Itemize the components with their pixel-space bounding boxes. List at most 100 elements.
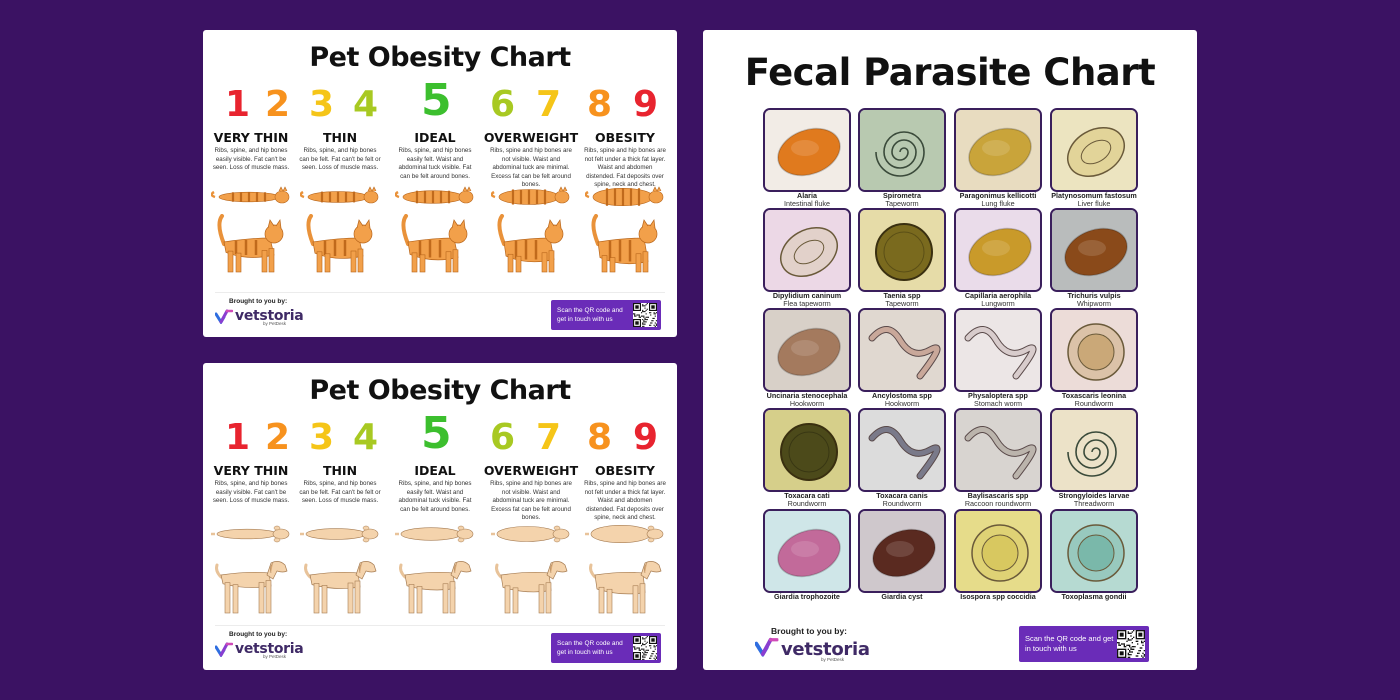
dog-side-view-3	[397, 559, 473, 620]
cat-top-view-5	[584, 182, 665, 217]
cat-side-view-icon	[591, 214, 658, 273]
dog-top-view-1	[209, 521, 291, 552]
parasite-type: Hookworm	[789, 399, 825, 408]
dog-top-view-icon	[583, 525, 664, 543]
parasite-type: Whipworm	[1077, 299, 1111, 308]
scale-number-1: 1	[225, 417, 251, 458]
toxacara-cati-image	[763, 408, 851, 492]
parasite-type: Intestinal fluke	[784, 199, 830, 208]
category-description: Ribs, spine, and hip bones easily felt. …	[398, 480, 472, 513]
parasite-name: Baylisascaris spp	[967, 491, 1029, 500]
dog-top-view-2	[298, 521, 380, 552]
parasite-name: Paragonimus kellicotti	[959, 191, 1037, 200]
baylisascaris-spp-image	[954, 408, 1042, 492]
category-description: Ribs, spine, and hip bones easily visibl…	[212, 147, 290, 171]
parasite-type: Flea tapeworm	[783, 299, 831, 308]
parasite-type: Tapeworm	[885, 199, 919, 208]
qr-code-icon	[633, 303, 657, 327]
dog-top-view-icon	[209, 525, 290, 543]
parasite-type: Raccoon roundworm	[964, 499, 1032, 508]
qr-code-icon	[1117, 630, 1145, 658]
parasite-name: Trichuris vulpis	[1067, 291, 1121, 300]
parasite-type: Roundworm	[1074, 399, 1114, 408]
scale-number-9: 9	[633, 417, 659, 458]
scale-number-7: 7	[536, 84, 562, 125]
cat-top-view-icon	[210, 186, 290, 204]
dog-side-view-icon	[215, 561, 288, 614]
brand-by-label: Brought to you by:	[229, 298, 288, 305]
scale-number-6: 6	[490, 84, 516, 125]
dog-side-view-1	[213, 559, 289, 620]
qr-contact-box[interactable]: Scan the QR code and get in touch with u…	[551, 633, 661, 663]
toxoplasma-gondii-image	[1050, 509, 1138, 593]
fecal-parasite-chart: Fecal Parasite Chart Alaria Intestinal fl…	[703, 30, 1197, 670]
platynosomum-fastosum-image	[1050, 108, 1138, 192]
qr-code-icon	[633, 636, 657, 660]
cat-top-view-icon	[490, 186, 570, 205]
brand-block: Brought to you by: vetstoria by PetDesk	[215, 298, 304, 326]
qr-contact-box[interactable]: Scan the QR code and get in touch with u…	[551, 300, 661, 330]
parasite-name: Toxoplasma gondii	[1061, 592, 1127, 601]
category-description: Ribs, spine, and hip bones easily felt. …	[398, 147, 472, 180]
giardia-cyst-image	[858, 509, 946, 593]
parasite-name: Dipylidium caninum	[772, 291, 842, 300]
brand-by-label: Brought to you by:	[229, 631, 288, 638]
dipylidium-caninum-image	[763, 208, 851, 292]
cat-top-view-icon	[299, 186, 379, 204]
dog-side-view-icon	[304, 561, 377, 614]
category-description: Ribs, spine, and hip bones can be felt. …	[299, 480, 381, 504]
category-label: THIN	[322, 130, 358, 145]
scale-number-6: 6	[490, 417, 516, 458]
brand-name: vetstoria	[781, 639, 870, 660]
paragonimus-kellicotti-image	[954, 108, 1042, 192]
qr-contact-box[interactable]: Scan the QR code and get in touch with u…	[1019, 626, 1149, 662]
vetstoria-logo-icon	[215, 309, 233, 324]
qr-text: Scan the QR code and get in touch with u…	[557, 307, 623, 323]
parasite-name: Capillaria aerophila	[964, 291, 1032, 300]
cat-side-view-1	[214, 214, 288, 287]
scale-number-1: 1	[225, 84, 251, 125]
toxascaris-leonina-image	[1050, 308, 1138, 392]
scale-number-7: 7	[536, 417, 562, 458]
trichuris-vulpis-image	[1050, 208, 1138, 292]
cat-side-view-icon	[401, 214, 468, 273]
parasite-name: Toxascaris leonina	[1061, 391, 1127, 400]
category-label: THIN	[322, 463, 358, 478]
parasite-name: Spirometra	[883, 191, 921, 200]
dog-obesity-chart: Pet Obesity Chart 1 2 3 4 5 6 7 8 9 VERY THIN Ribs…	[203, 363, 677, 670]
ancylostoma-spp-image	[858, 308, 946, 392]
dog-top-view-icon	[489, 525, 570, 543]
cat-top-view-icon	[584, 186, 664, 206]
dog-top-view-icon	[298, 525, 379, 543]
dog-side-view-icon	[589, 561, 662, 614]
page-title: Pet Obesity Chart	[309, 42, 571, 73]
toxacara-canis-image	[858, 408, 946, 492]
scale-number-4: 4	[353, 84, 379, 125]
cat-top-view-1	[210, 182, 291, 217]
uncinaria-stenocephala-image	[763, 308, 851, 392]
category-description: Ribs, spine and hip bones are not felt u…	[584, 480, 666, 521]
scale-number-3: 3	[309, 84, 335, 125]
page-title: Pet Obesity Chart	[309, 375, 571, 406]
dog-side-view-5	[587, 559, 663, 620]
parasite-type: Roundworm	[787, 499, 827, 508]
parasite-name: Physaloptera spp	[968, 391, 1028, 400]
parasite-name: Uncinaria stenocephala	[766, 391, 848, 400]
strongyloides-larvae-image	[1050, 408, 1138, 492]
scale-number-3: 3	[309, 417, 335, 458]
dog-top-view-3	[393, 521, 475, 552]
cat-top-view-3	[394, 182, 475, 217]
parasite-name: Alaria	[797, 191, 817, 200]
brand-sub: by PetDesk	[263, 321, 287, 326]
cat-side-view-2	[303, 214, 377, 287]
parasite-name: Toxacara canis	[876, 491, 928, 500]
vetstoria-logo-icon	[754, 637, 779, 658]
vetstoria-logo-icon	[215, 642, 233, 657]
category-label: OBESITY	[595, 130, 655, 145]
dog-side-view-icon	[399, 561, 472, 614]
parasite-type: Threadworm	[1073, 499, 1115, 508]
cat-side-view-icon	[497, 214, 564, 273]
category-description: Ribs, spine and hip bones are not felt u…	[584, 147, 666, 188]
physaloptera-spp-image	[954, 308, 1042, 392]
category-description: Ribs, spine and hip bones are not visibl…	[490, 480, 572, 521]
